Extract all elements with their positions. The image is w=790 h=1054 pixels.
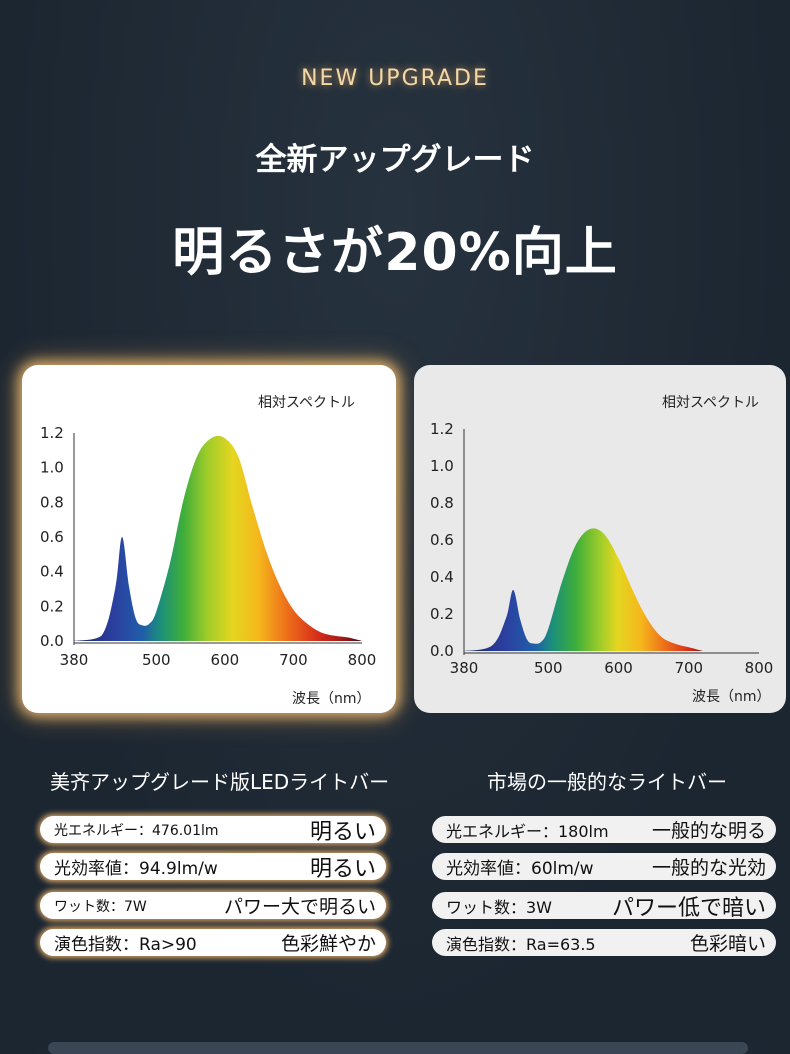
market-column-title: 市場の一般的なライトバー	[487, 770, 727, 794]
y-tick-label: 0.2	[40, 597, 64, 615]
spec-label: ワット数：3W	[446, 897, 553, 917]
spec-row-wattage: ワット数：7W パワー大で明るい	[40, 892, 386, 919]
spec-label: 光効率値：60lm/w	[446, 859, 594, 879]
y-tick-label: 0.0	[430, 642, 454, 660]
x-tick-label: 380	[60, 651, 89, 669]
y-tick-label: 0.0	[40, 632, 64, 650]
x-tick-label: 600	[211, 651, 240, 669]
upgraded-spectrum-chart: 相対スペクトル 波長（nm） 1.2 1.0 0.8 0.6 0.4 0.2 0.0 380…	[40, 395, 377, 707]
spec-label: 光エネルギー：180lm	[446, 821, 609, 841]
market-spectrum-card: 相対スペクトル 波長（nm） 1.2 1.0 0.8 0.6 0.4 0.2 0.0 380…	[414, 365, 786, 713]
x-axis-caption: 波長（nm）	[292, 691, 371, 707]
spec-row-cri: 演色指数：Ra>90 色彩鮮やか	[40, 929, 386, 956]
y-tick-label: 1.0	[430, 457, 454, 475]
y-tick-label: 1.0	[40, 459, 64, 477]
y-axis-caption: 相対スペクトル	[662, 395, 759, 411]
y-tick-label: 0.2	[430, 605, 454, 623]
x-axis-caption: 波長（nm）	[692, 689, 771, 705]
upgraded-column-title: 美齐アップグレード版LEDライトバー	[50, 770, 390, 794]
spec-label: ワット数：7W	[54, 898, 147, 915]
y-tick-label: 0.6	[430, 531, 454, 549]
y-tick-label: 1.2	[430, 420, 454, 438]
upgraded-spectrum-card: 相対スペクトル 波長（nm） 1.2 1.0 0.8 0.6 0.4 0.2 0.0 380…	[22, 365, 396, 713]
market-spectrum-chart: 相対スペクトル 波長（nm） 1.2 1.0 0.8 0.6 0.4 0.2 0.0 380…	[430, 395, 774, 705]
spec-label: 演色指数：Ra=63.5	[446, 934, 596, 954]
spec-row-efficacy: 光効率値：94.9lm/w 明るい	[40, 853, 386, 880]
y-axis-caption: 相対スペクトル	[258, 395, 355, 411]
spec-value: 一般的な明る	[651, 820, 766, 842]
page-title: 全新アップグレード	[255, 142, 535, 178]
spec-label: 光効率値：94.9lm/w	[54, 859, 218, 879]
spec-value: 一般的な光効	[651, 857, 766, 879]
spec-value: 色彩暗い	[689, 933, 766, 955]
spec-value: 明るい	[309, 819, 376, 844]
y-tick-label: 0.8	[40, 493, 64, 511]
x-tick-label: 800	[745, 659, 774, 677]
x-tick-label: 800	[348, 651, 377, 669]
spec-label: 演色指数：Ra>90	[54, 935, 197, 955]
bottom-divider	[48, 1042, 748, 1054]
y-tick-label: 1.2	[40, 424, 64, 442]
y-tick-label: 0.6	[40, 528, 64, 546]
spec-row-luminous-flux: 光エネルギー：476.01lm 明るい	[40, 816, 386, 843]
y-tick-label: 0.4	[40, 563, 64, 581]
new-upgrade-badge: NEW UPGRADE	[301, 66, 489, 91]
y-tick-label: 0.8	[430, 494, 454, 512]
x-tick-label: 500	[534, 659, 563, 677]
x-tick-label: 380	[450, 659, 479, 677]
headline: 明るさが20%向上	[172, 223, 618, 283]
spec-value: 明るい	[309, 856, 376, 881]
x-tick-label: 700	[279, 651, 308, 669]
market-row-luminous-flux: 光エネルギー：180lm 一般的な明る	[432, 816, 776, 843]
spectrum-area	[74, 435, 362, 641]
spec-value: 色彩鮮やか	[280, 933, 376, 955]
x-tick-label: 600	[604, 659, 633, 677]
market-row-wattage: ワット数：3W パワー低で暗い	[432, 892, 776, 919]
market-row-efficacy: 光効率値：60lm/w 一般的な光効	[432, 853, 776, 880]
x-tick-label: 500	[142, 651, 171, 669]
market-row-cri: 演色指数：Ra=63.5 色彩暗い	[432, 929, 776, 956]
x-tick-label: 700	[674, 659, 703, 677]
spectrum-area	[464, 528, 703, 651]
spec-value: パワー低で暗い	[611, 895, 766, 920]
spec-value: パワー大で明るい	[223, 896, 376, 918]
y-tick-label: 0.4	[430, 568, 454, 586]
spec-label: 光エネルギー：476.01lm	[54, 822, 219, 839]
